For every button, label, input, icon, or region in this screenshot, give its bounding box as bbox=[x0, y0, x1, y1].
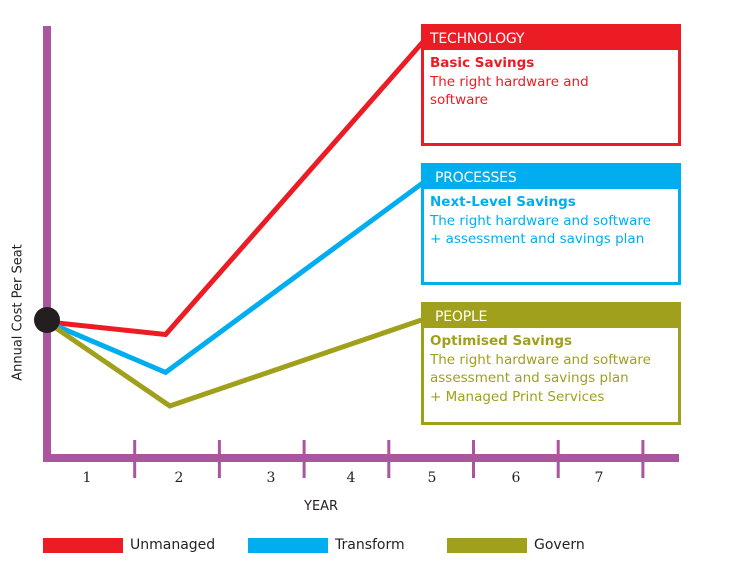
annotation-line: The right hardware and software bbox=[430, 212, 651, 229]
x-tick-label: 2 bbox=[174, 470, 184, 486]
annotation-subtitle: Optimised Savings bbox=[430, 333, 573, 349]
annotation-line: + Managed Print Services bbox=[430, 388, 605, 405]
series-line-transform bbox=[46, 176, 430, 376]
start-point-marker bbox=[34, 307, 60, 333]
legend-item-govern: Govern bbox=[447, 537, 585, 553]
annotation-body: Optimised Savings The right hardware and … bbox=[424, 328, 678, 410]
y-axis-label: Annual Cost Per Seat bbox=[10, 244, 26, 381]
annotation-line: assessment and savings plan bbox=[430, 370, 629, 386]
x-tick-label: 6 bbox=[511, 470, 521, 486]
legend-item-unmanaged: Unmanaged bbox=[43, 537, 215, 553]
annotation-subtitle: Basic Savings bbox=[430, 55, 535, 71]
x-tick-label: 4 bbox=[346, 470, 356, 486]
annotation-line: software bbox=[430, 92, 488, 108]
legend-swatch bbox=[248, 537, 328, 553]
x-tick-label: 3 bbox=[266, 470, 276, 486]
annotation-header: PROCESSES bbox=[424, 166, 678, 189]
series-lines bbox=[45, 34, 431, 409]
annotation-line: The right hardware and software bbox=[430, 351, 651, 368]
axes bbox=[43, 26, 679, 478]
annotation-body: Basic Savings The right hardware and softw… bbox=[424, 50, 678, 114]
legend-label: Unmanaged bbox=[130, 537, 216, 553]
series-line-unmanaged bbox=[46, 34, 431, 338]
start-marker-group bbox=[34, 307, 60, 333]
annotation-subtitle: Next-Level Savings bbox=[430, 194, 576, 210]
annotation-line: + assessment and savings plan bbox=[430, 231, 645, 247]
annotation-box-people: PEOPLE Optimised Savings The right hardwar… bbox=[421, 302, 681, 425]
series-line-govern bbox=[45, 315, 429, 409]
legend-label: Govern bbox=[534, 537, 585, 553]
annotation-box-processes: PROCESSES Next-Level Savings The right har… bbox=[421, 163, 681, 285]
annotation-body: Next-Level Savings The right hardware and… bbox=[424, 189, 678, 253]
x-tick-label: 5 bbox=[427, 470, 437, 486]
legend-swatch bbox=[43, 537, 123, 553]
x-tick-label: 7 bbox=[594, 470, 604, 486]
legend-swatch bbox=[447, 537, 527, 553]
annotation-header: PEOPLE bbox=[424, 305, 678, 328]
x-axis-label: YEAR bbox=[304, 499, 339, 514]
legend-item-transform: Transform bbox=[248, 537, 405, 553]
legend-label: Transform bbox=[335, 537, 405, 553]
annotation-box-technology: TECHNOLOGY Basic Savings The right hardwar… bbox=[421, 24, 681, 146]
annotation-header: TECHNOLOGY bbox=[424, 27, 678, 50]
x-tick-label: 1 bbox=[82, 470, 92, 486]
annotation-line: The right hardware and bbox=[430, 73, 589, 90]
